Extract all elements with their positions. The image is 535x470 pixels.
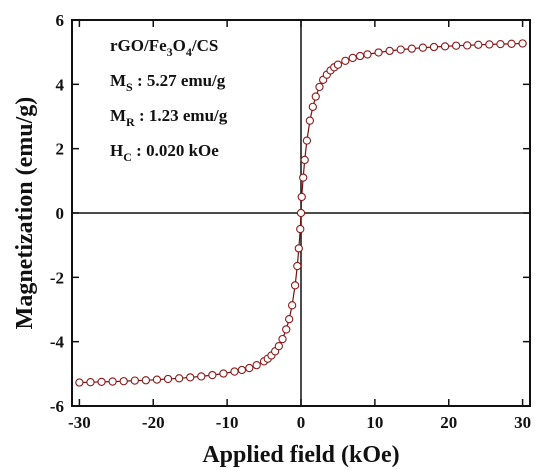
sample-subscript: 4 [186, 45, 192, 59]
x-tick-label: -10 [216, 413, 239, 432]
data-point [108, 377, 117, 386]
data-point [86, 378, 95, 387]
y-tick-label: -6 [50, 397, 64, 416]
x-tick-labels: -30 -20 -10 0 10 20 30 [68, 413, 531, 432]
data-points [75, 39, 527, 387]
data-point [474, 40, 483, 49]
annotation-block: rGO/Fe3O4/CS MS : 5.27 emu/g MR : 1.23 e… [110, 36, 228, 164]
data-point [252, 360, 261, 370]
data-point [518, 39, 527, 48]
data-point [333, 60, 343, 69]
data-point [282, 325, 291, 334]
mr-subscript: R [126, 115, 135, 129]
data-point [296, 224, 305, 234]
y-tick-label: -2 [50, 268, 64, 287]
data-point [287, 301, 297, 310]
data-point [296, 208, 306, 218]
data-point [299, 173, 308, 182]
data-point [245, 363, 254, 373]
data-point [97, 377, 106, 387]
data-point [440, 42, 450, 51]
ms-symbol: M [110, 71, 126, 90]
hc-symbol: H [110, 141, 123, 160]
data-point [418, 43, 428, 52]
y-axis-title: Magnetization (emu/g) [12, 97, 38, 330]
data-point [186, 373, 195, 382]
data-point [463, 41, 472, 50]
data-point [451, 41, 461, 50]
data-point [507, 39, 516, 48]
data-point [219, 369, 228, 378]
data-point [197, 372, 206, 381]
data-point [348, 53, 357, 63]
remanent-magnetization: MR : 1.23 emu/g [110, 106, 228, 129]
data-point [174, 374, 184, 383]
data-point [355, 51, 365, 61]
ms-value: : 5.27 emu/g [133, 71, 226, 90]
data-point [374, 48, 383, 57]
sample-name-part: O [173, 36, 186, 55]
data-point [315, 82, 324, 92]
data-point [152, 375, 162, 384]
data-point [208, 370, 217, 380]
data-point [163, 374, 173, 384]
mr-value: : 1.23 emu/g [135, 106, 228, 125]
sample-name-part: rGO/Fe [110, 36, 167, 55]
ms-subscript: S [126, 80, 133, 94]
y-tick-label: 4 [56, 75, 65, 94]
data-point [302, 136, 312, 145]
data-point [294, 244, 303, 253]
x-tick-label: 30 [514, 413, 531, 432]
mr-symbol: M [110, 106, 126, 125]
y-tick-label: 2 [56, 140, 65, 159]
data-point [407, 44, 416, 53]
data-point [290, 281, 300, 290]
x-tick-label: 10 [366, 413, 383, 432]
x-axis-title: Applied field (kOe) [202, 442, 399, 468]
axis-ticks [72, 19, 530, 407]
data-point [278, 334, 287, 344]
data-point [297, 192, 306, 202]
x-tick-label: 20 [440, 413, 457, 432]
data-point [293, 261, 302, 271]
data-point [341, 56, 350, 66]
x-tick-label: -30 [68, 413, 91, 432]
data-point [396, 45, 405, 54]
data-point [230, 367, 239, 376]
data-point [385, 46, 394, 56]
data-point [311, 92, 320, 101]
data-point [308, 102, 317, 111]
data-point [496, 39, 505, 49]
saturation-magnetization: MS : 5.27 emu/g [110, 71, 226, 94]
data-point [274, 342, 283, 351]
data-point [119, 377, 128, 386]
y-tick-label: 6 [56, 11, 65, 30]
sample-name-part: /CS [191, 36, 218, 55]
coercivity: HC : 0.020 kOe [110, 141, 219, 164]
data-point [75, 378, 84, 387]
x-tick-label: -20 [142, 413, 165, 432]
data-point [285, 314, 294, 324]
sample-name: rGO/Fe3O4/CS [110, 36, 218, 59]
sample-subscript: 3 [167, 45, 173, 59]
y-tick-label: -4 [50, 333, 65, 352]
hc-value: : 0.020 kOe [132, 141, 219, 160]
hc-subscript: C [123, 150, 132, 164]
data-point [141, 376, 151, 385]
data-point [429, 42, 439, 52]
data-point [485, 40, 494, 49]
data-point [300, 155, 309, 165]
data-point [363, 50, 372, 59]
data-point [130, 376, 139, 385]
y-tick-labels: -6 -4 -2 0 2 4 6 [50, 11, 65, 416]
x-tick-label: 0 [297, 413, 306, 432]
y-tick-label: 0 [56, 204, 65, 223]
data-point [305, 116, 315, 125]
data-point [237, 365, 247, 375]
